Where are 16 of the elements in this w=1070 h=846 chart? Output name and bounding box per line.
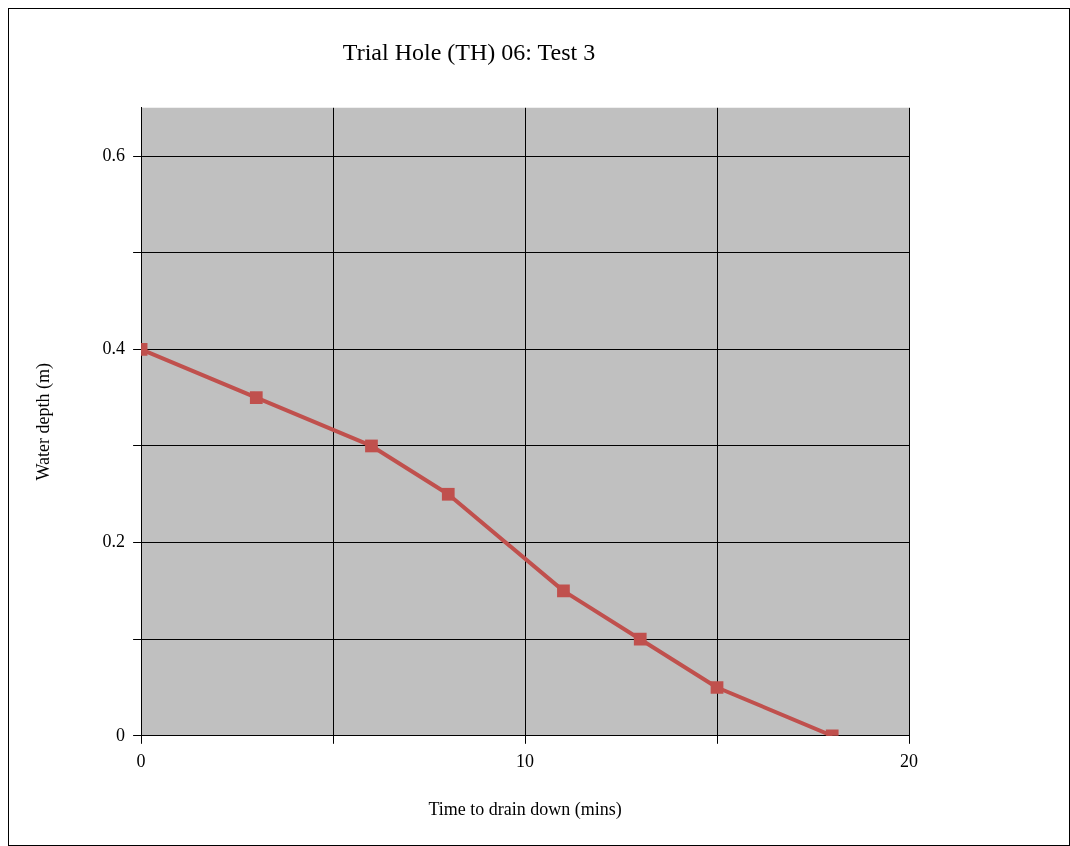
- point: [557, 584, 570, 598]
- x-tick-label: 0: [136, 751, 146, 772]
- x-tick-label: 20: [900, 751, 918, 772]
- y-tick-label: 0.4: [102, 338, 126, 359]
- y-axis-title: Water depth (m): [32, 363, 54, 481]
- point: [633, 632, 647, 646]
- point: [441, 487, 455, 501]
- point: [249, 391, 263, 405]
- point: [365, 439, 378, 453]
- y-tick-label: 0.2: [102, 531, 126, 552]
- point: [710, 681, 724, 694]
- x-tick-label: 10: [516, 751, 535, 772]
- x-axis-title: Time to drain down (mins): [428, 798, 622, 820]
- y-tick-label: 0: [116, 724, 126, 745]
- y-tick-label: 0.6: [102, 144, 126, 165]
- chart-title: Trial Hole (TH) 06: Test 3: [342, 38, 596, 65]
